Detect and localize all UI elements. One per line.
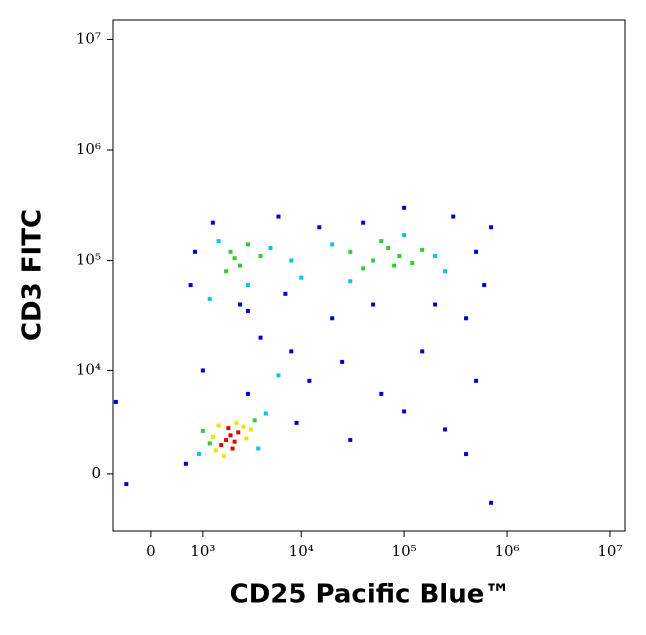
- x-tick-label: 10⁶: [494, 542, 519, 560]
- data-point: [216, 423, 221, 428]
- y-tick-label: 10⁷: [76, 29, 101, 47]
- y-tick-label: 10⁵: [76, 251, 101, 269]
- data-point: [124, 482, 129, 487]
- data-point: [283, 291, 288, 296]
- data-point: [361, 220, 366, 225]
- data-point: [213, 448, 218, 453]
- data-point: [248, 427, 253, 432]
- data-point: [238, 263, 243, 268]
- data-point: [397, 253, 402, 258]
- data-point: [113, 399, 118, 404]
- x-axis-title: CD25 Pacific Blue™: [230, 580, 511, 610]
- data-point: [340, 359, 345, 364]
- data-point: [289, 349, 294, 354]
- data-point: [210, 434, 215, 439]
- data-point: [489, 500, 494, 505]
- data-point: [379, 391, 384, 396]
- plot-frame: [112, 19, 626, 532]
- data-point: [474, 378, 479, 383]
- data-point: [317, 225, 322, 230]
- data-point: [263, 411, 268, 416]
- data-point: [241, 424, 246, 429]
- y-tick-label: 10⁴: [76, 360, 101, 378]
- data-point: [207, 441, 212, 446]
- x-tick-label: 10⁵: [392, 542, 417, 560]
- data-point: [348, 279, 353, 284]
- data-point: [386, 245, 391, 250]
- data-point: [245, 242, 250, 247]
- data-point: [232, 439, 237, 444]
- data-point: [224, 269, 229, 274]
- data-point: [482, 283, 487, 288]
- data-point: [443, 269, 448, 274]
- data-point: [268, 245, 273, 250]
- data-point: [379, 239, 384, 244]
- data-point: [474, 249, 479, 254]
- data-point: [420, 349, 425, 354]
- data-point: [410, 261, 415, 266]
- data-point: [234, 420, 239, 425]
- data-point: [216, 239, 221, 244]
- y-tick-label: 10⁶: [76, 140, 101, 158]
- x-tick-label: 10⁴: [289, 542, 314, 560]
- data-point: [200, 428, 205, 433]
- data-point: [307, 378, 312, 383]
- data-point: [348, 249, 353, 254]
- x-tick-label: 10⁷: [597, 542, 622, 560]
- data-point: [245, 391, 250, 396]
- data-point: [245, 283, 250, 288]
- data-point: [443, 427, 448, 432]
- data-point: [276, 373, 281, 378]
- x-tick-label: 10³: [190, 542, 215, 560]
- data-point: [244, 436, 249, 441]
- data-point: [402, 409, 407, 414]
- data-point: [256, 446, 261, 451]
- data-point: [197, 452, 202, 457]
- data-point: [402, 205, 407, 210]
- data-point: [207, 296, 212, 301]
- data-point: [228, 433, 233, 438]
- data-point: [330, 242, 335, 247]
- data-point: [238, 302, 243, 307]
- data-point: [330, 316, 335, 321]
- data-point: [258, 253, 263, 258]
- data-point: [402, 233, 407, 238]
- x-tick-label: 0: [146, 542, 156, 560]
- data-point: [464, 452, 469, 457]
- y-axis-title: CD3 FITC: [18, 209, 48, 341]
- data-point: [224, 438, 229, 443]
- data-point: [348, 438, 353, 443]
- data-point: [228, 249, 233, 254]
- data-point: [371, 302, 376, 307]
- data-point: [210, 220, 215, 225]
- data-point: [276, 214, 281, 219]
- data-point: [371, 258, 376, 263]
- data-point: [489, 225, 494, 230]
- data-point: [188, 283, 193, 288]
- data-point: [183, 461, 188, 466]
- data-point: [464, 316, 469, 321]
- data-point: [294, 420, 299, 425]
- data-point: [420, 247, 425, 252]
- data-point: [236, 430, 241, 435]
- data-point: [258, 335, 263, 340]
- data-point: [392, 263, 397, 268]
- data-point: [232, 256, 237, 261]
- data-point: [230, 446, 235, 451]
- data-point: [192, 249, 197, 254]
- data-point: [226, 426, 231, 431]
- data-point: [200, 368, 205, 373]
- data-point: [289, 258, 294, 263]
- data-point: [221, 453, 226, 458]
- y-tick-label: 0: [91, 464, 101, 482]
- data-point: [245, 308, 250, 313]
- data-point: [219, 443, 224, 448]
- data-point: [299, 275, 304, 280]
- data-point: [252, 418, 257, 423]
- data-point: [433, 302, 438, 307]
- data-point: [451, 214, 456, 219]
- data-point: [361, 266, 366, 271]
- data-point: [433, 253, 438, 258]
